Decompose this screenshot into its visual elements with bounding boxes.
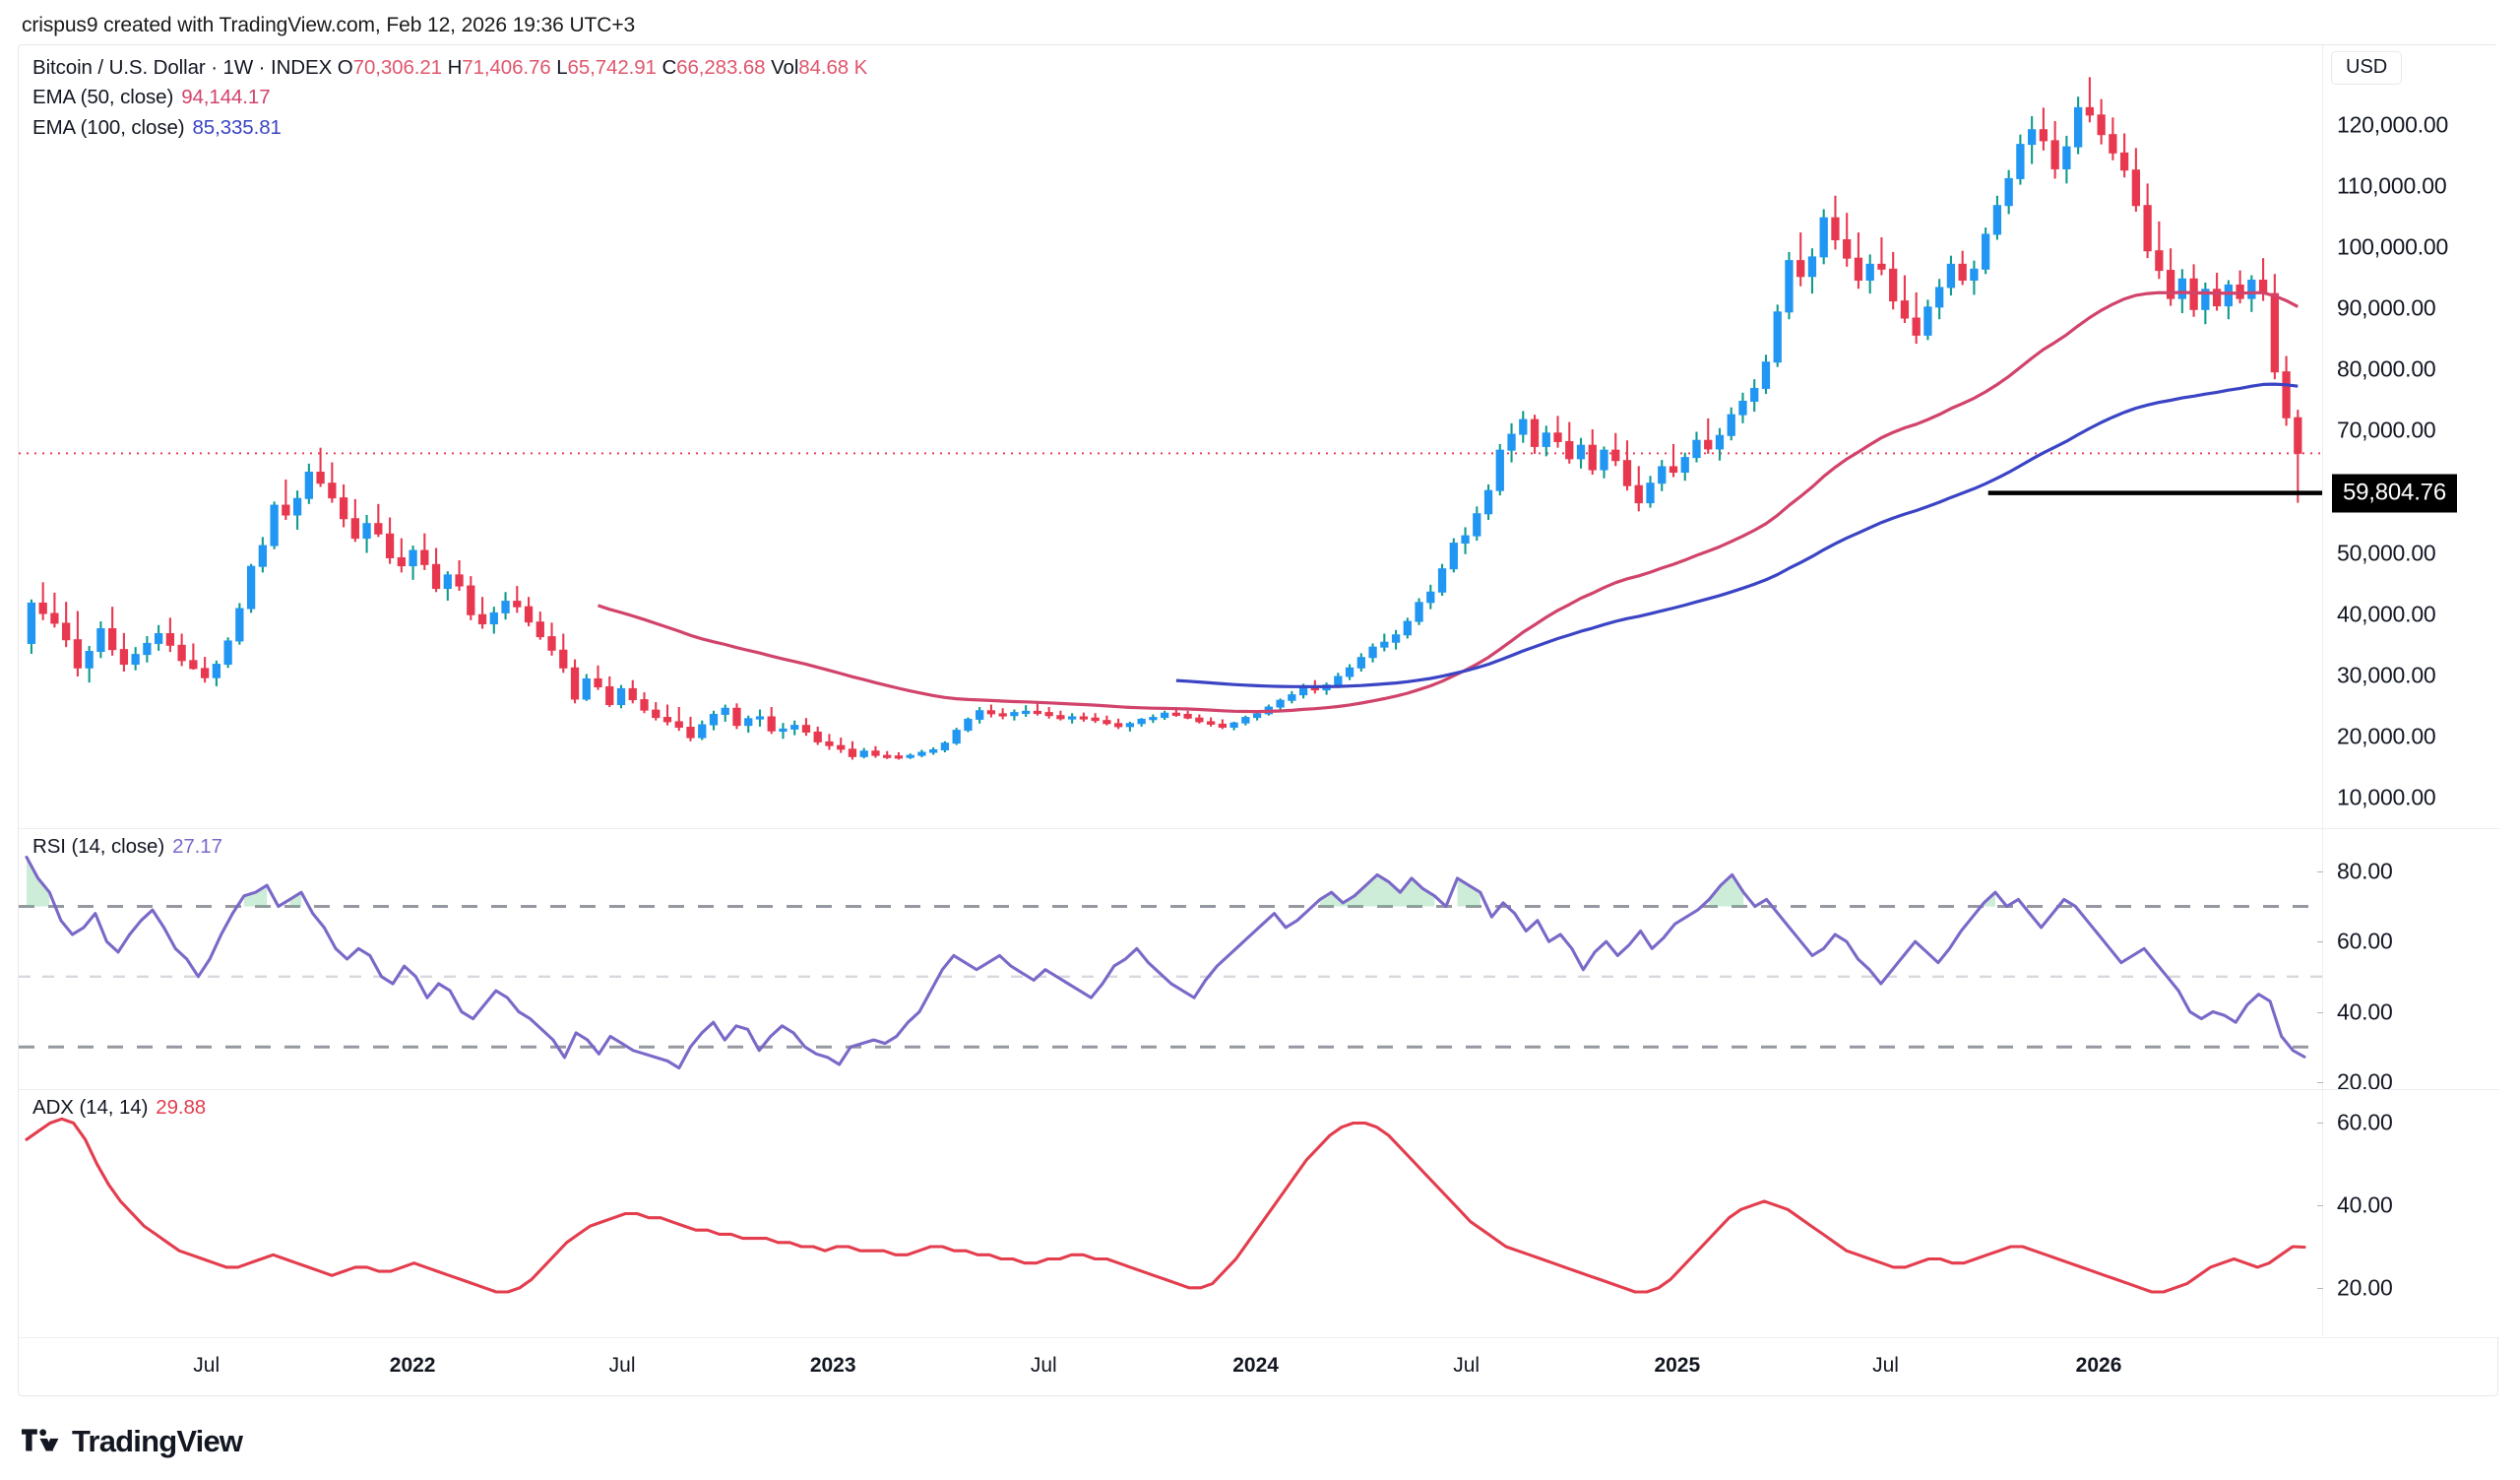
axis-tick bbox=[2317, 870, 2323, 872]
ema100-value: 85,335.81 bbox=[192, 115, 282, 139]
adx-axis-label: 20.00 bbox=[2337, 1274, 2393, 1301]
tradingview-logo-icon bbox=[22, 1429, 59, 1451]
attribution-text: crispus9 created with TradingView.com, F… bbox=[22, 14, 636, 36]
adx-label: ADX (14, 14) bbox=[32, 1096, 149, 1119]
adx-axis-label: 40.00 bbox=[2337, 1191, 2393, 1218]
rsi-axis[interactable]: 80.00 60.00 40.00 20.00 bbox=[2317, 829, 2499, 1089]
price-axis-label: 30,000.00 bbox=[2337, 662, 2436, 688]
axis-tick bbox=[2317, 1123, 2323, 1125]
volume-value: 84.68 K bbox=[798, 56, 868, 79]
high-label: H bbox=[447, 56, 463, 79]
currency-badge[interactable]: USD bbox=[2331, 51, 2403, 85]
time-axis-label: 2022 bbox=[389, 1354, 436, 1377]
price-axis-label: 90,000.00 bbox=[2337, 294, 2436, 321]
rsi-value: 27.17 bbox=[172, 835, 222, 858]
price-axis[interactable]: USD 120,000.00 110,000.00 100,000.00 90,000… bbox=[2322, 45, 2499, 828]
time-axis-label: Jul bbox=[193, 1354, 220, 1377]
adx-pane[interactable]: ADX (14, 14) 29.88 60.00 40.00 20.00 bbox=[19, 1089, 2499, 1337]
axis-tick bbox=[2317, 1205, 2323, 1207]
ema50-label: EMA (50, close) bbox=[32, 86, 174, 109]
open-value: 70,306.21 bbox=[352, 56, 442, 79]
time-axis-label: 2025 bbox=[1654, 1354, 1701, 1377]
rsi-label: RSI (14, close) bbox=[32, 835, 165, 858]
close-label: C bbox=[662, 56, 677, 79]
rsi-axis-label: 40.00 bbox=[2337, 998, 2393, 1024]
chart-frame: Bitcoin / U.S. Dollar · 1W · INDEX O70,3… bbox=[18, 44, 2499, 1396]
time-axis-label: 2024 bbox=[1232, 1354, 1279, 1377]
price-axis-label: 80,000.00 bbox=[2337, 355, 2436, 382]
rsi-axis-label: 80.00 bbox=[2337, 858, 2393, 884]
axis-tick bbox=[2317, 1011, 2323, 1013]
time-axis-label: 2023 bbox=[809, 1354, 856, 1377]
rsi-legend: RSI (14, close) 27.17 bbox=[32, 835, 222, 859]
high-value: 71,406.76 bbox=[462, 56, 551, 79]
axis-tick bbox=[2317, 1287, 2323, 1289]
adx-plot-area[interactable] bbox=[19, 1090, 2322, 1337]
time-axis[interactable]: Jul 2022 Jul 2023 Jul 2024 Jul 2025 Jul 2026 bbox=[19, 1337, 2499, 1396]
time-axis-label: Jul bbox=[1453, 1354, 1480, 1377]
low-label: L bbox=[556, 56, 568, 79]
time-axis-label: Jul bbox=[608, 1354, 636, 1377]
close-value: 66,283.68 bbox=[676, 56, 766, 79]
ema50-value: 94,144.17 bbox=[181, 86, 271, 109]
rsi-pane[interactable]: RSI (14, close) 27.17 80.00 60.00 40.00 20.0… bbox=[19, 828, 2499, 1089]
adx-series bbox=[25, 1117, 2306, 1294]
open-label: O bbox=[337, 56, 353, 79]
price-axis-label: 50,000.00 bbox=[2337, 540, 2436, 565]
rsi-axis-label: 60.00 bbox=[2337, 928, 2393, 954]
symbol-ohlc-row: Bitcoin / U.S. Dollar · 1W · INDEX O70,3… bbox=[32, 53, 867, 83]
time-axis-label: Jul bbox=[1872, 1354, 1899, 1377]
time-axis-label: 2026 bbox=[2075, 1354, 2122, 1377]
rsi-axis-label: 20.00 bbox=[2337, 1068, 2393, 1089]
price-axis-label: 20,000.00 bbox=[2337, 723, 2436, 749]
low-value: 65,742.91 bbox=[567, 56, 657, 79]
price-legend: Bitcoin / U.S. Dollar · 1W · INDEX O70,3… bbox=[32, 53, 867, 143]
symbol-label: Bitcoin / U.S. Dollar · 1W · INDEX bbox=[32, 56, 333, 79]
ema100-row: EMA (100, close) 85,335.81 bbox=[32, 113, 867, 143]
price-axis-label: 120,000.00 bbox=[2337, 111, 2449, 138]
price-pane[interactable]: Bitcoin / U.S. Dollar · 1W · INDEX O70,3… bbox=[19, 45, 2499, 828]
price-axis-label: 40,000.00 bbox=[2337, 601, 2436, 627]
axis-tick bbox=[2317, 1081, 2323, 1083]
tradingview-footer: TradingView bbox=[22, 1424, 243, 1459]
price-plot-area[interactable] bbox=[19, 45, 2322, 828]
adx-value: 29.88 bbox=[156, 1096, 207, 1119]
rsi-plot-area[interactable] bbox=[19, 829, 2322, 1089]
ema50-row: EMA (50, close) 94,144.17 bbox=[32, 83, 867, 112]
time-axis-label: Jul bbox=[1030, 1354, 1057, 1377]
adx-axis-label: 60.00 bbox=[2337, 1109, 2393, 1135]
axis-tick bbox=[2317, 941, 2323, 943]
ema100-label: EMA (100, close) bbox=[32, 115, 185, 139]
adx-legend: ADX (14, 14) 29.88 bbox=[32, 1096, 206, 1120]
price-axis-label: 10,000.00 bbox=[2337, 784, 2436, 810]
adx-axis[interactable]: 60.00 40.00 20.00 bbox=[2317, 1090, 2499, 1337]
current-price-tag: 59,804.76 bbox=[2332, 474, 2457, 513]
volume-label: Vol bbox=[771, 56, 799, 79]
price-axis-label: 110,000.00 bbox=[2337, 172, 2447, 199]
tradingview-wordmark: TradingView bbox=[72, 1424, 243, 1458]
price-axis-label: 100,000.00 bbox=[2337, 233, 2449, 260]
candlestick-series bbox=[19, 77, 2322, 760]
price-axis-label: 70,000.00 bbox=[2337, 417, 2436, 443]
rsi-series bbox=[19, 855, 2322, 1070]
